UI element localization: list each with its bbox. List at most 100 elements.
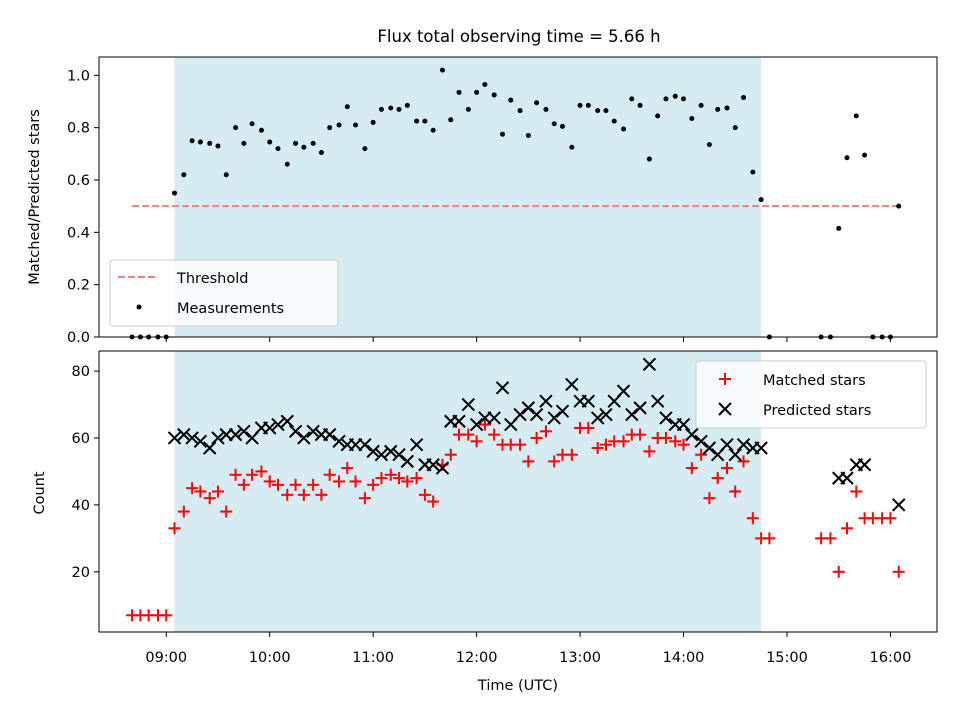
predicted-star-point: [228, 427, 243, 442]
matched-star-point: [263, 475, 276, 488]
measurement-point: [474, 89, 480, 95]
matched-star-point: [643, 445, 656, 458]
measurement-point: [197, 139, 203, 145]
y-tick-label: 60: [72, 431, 90, 447]
measurement-point: [896, 203, 902, 209]
measurement-point: [388, 105, 394, 111]
measurement-point: [172, 190, 178, 196]
measurement-point: [181, 172, 187, 178]
predicted-star-point: [529, 407, 544, 422]
matched-star-point: [307, 478, 320, 491]
y-tick-label: 0.8: [67, 121, 90, 137]
measurement-point: [448, 117, 454, 123]
bottom-observing-window: [174, 351, 762, 632]
predicted-star-point: [616, 384, 631, 398]
measurement-point: [414, 118, 420, 124]
predicted-star-point: [193, 434, 208, 449]
matched-star-point: [229, 468, 242, 481]
measurement-point: [318, 150, 324, 156]
measurement-point: [758, 197, 764, 203]
y-tick-label: 0.0: [67, 330, 90, 346]
measurement-point: [689, 115, 695, 121]
measurement-point: [637, 102, 643, 108]
predicted-stars-series: [167, 357, 906, 512]
bottom-x-axis-ticks: 09:00 10:00 11:00 12:00 13:00 14:00 15:00 16:00: [145, 632, 911, 666]
predicted-star-point: [754, 441, 768, 455]
predicted-star-point: [694, 434, 708, 449]
predicted-star-point: [185, 431, 199, 445]
measurement-point: [223, 172, 229, 178]
measurement-point: [585, 102, 591, 108]
matched-star-point: [297, 488, 310, 501]
matched-star-point: [410, 472, 423, 485]
matched-star-point: [591, 442, 604, 455]
measurement-point: [275, 146, 281, 152]
matched-star-point: [685, 462, 698, 475]
predicted-star-point: [892, 498, 906, 512]
measurement-point: [844, 155, 850, 161]
measurement-point: [724, 105, 730, 111]
measurement-point: [559, 123, 565, 129]
predicted-star-point: [297, 431, 311, 445]
matched-star-point: [246, 468, 259, 481]
measurement-point: [655, 113, 661, 119]
measurement-point: [750, 169, 756, 175]
matched-star-point: [375, 472, 388, 485]
predicted-star-point: [435, 461, 450, 475]
matched-star-point: [478, 418, 491, 431]
matched-star-point: [599, 438, 612, 451]
x-tick-label: 11:00: [352, 650, 394, 666]
matched-star-point: [850, 485, 863, 498]
predicted-star-point: [547, 411, 561, 425]
measurement-point: [362, 146, 368, 152]
y-tick-label: 0.2: [67, 278, 90, 294]
x-tick-label: 13:00: [559, 650, 601, 666]
predicted-star-point: [736, 437, 751, 452]
matched-star-point: [186, 482, 199, 495]
measurement-point: [396, 106, 402, 112]
matched-star-point: [418, 488, 431, 501]
matched-star-point: [488, 428, 501, 441]
legend-measurements-label: Measurements: [177, 301, 284, 317]
measurement-point: [404, 102, 410, 108]
matched-star-point: [514, 438, 527, 451]
measurement-point: [646, 156, 652, 162]
measurement-point: [663, 96, 669, 102]
measurement-point: [491, 92, 497, 98]
y-tick-label: 40: [72, 498, 90, 514]
predicted-star-point: [271, 417, 285, 432]
predicted-star-point: [262, 421, 277, 435]
matched-star-point: [237, 478, 250, 491]
measurement-point: [517, 108, 523, 114]
matched-star-point: [194, 485, 207, 498]
matched-star-point: [462, 428, 475, 441]
measurement-point: [732, 125, 738, 131]
predicted-star-point: [332, 434, 346, 449]
bottom-legend: Matched stars Predicted stars: [695, 360, 927, 429]
predicted-star-point: [513, 407, 527, 422]
measurement-point: [681, 96, 687, 102]
legend-matched-swatch: [719, 373, 731, 385]
predicted-star-point: [409, 437, 424, 452]
bottom-y-axis-label: Count: [32, 471, 48, 514]
predicted-star-point: [555, 404, 570, 418]
measurement-point: [853, 113, 859, 119]
top-y-axis-label: Matched/Predicted stars: [27, 109, 43, 285]
matched-star-point: [470, 435, 483, 448]
legend-predicted-swatch: [718, 402, 732, 416]
matched-star-point: [729, 485, 742, 498]
bottom-legend-box: [695, 360, 927, 429]
measurement-point: [189, 138, 195, 144]
predicted-star-point: [167, 431, 182, 445]
predicted-star-point: [599, 407, 613, 422]
measurement-point: [715, 106, 721, 112]
matched-star-point: [289, 478, 302, 491]
matched-star-point: [884, 512, 897, 525]
predicted-star-point: [650, 394, 665, 408]
measurement-point: [284, 161, 290, 167]
measurement-point: [353, 122, 359, 128]
measurement-point: [577, 102, 583, 108]
measurement-point: [293, 140, 299, 146]
measurement-point: [207, 140, 213, 146]
predicted-star-point: [237, 424, 251, 438]
